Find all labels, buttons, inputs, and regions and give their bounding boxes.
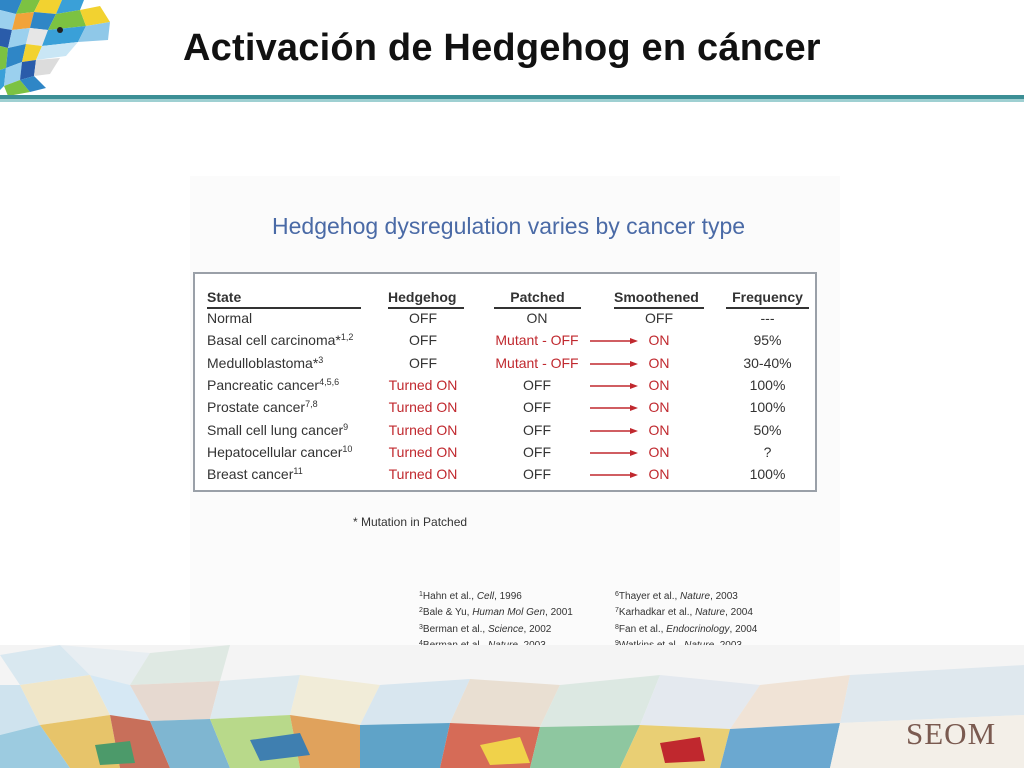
reference-item: 2Bale & Yu, Human Mol Gen, 2001 xyxy=(419,607,573,619)
footer-mosaic xyxy=(0,645,1024,768)
cell-smoothened: OFF xyxy=(645,310,673,326)
cell-smoothened: ON xyxy=(648,354,670,371)
title-rule xyxy=(0,95,1024,99)
cell-frequency: 100% xyxy=(749,376,786,393)
cell-patched: Mutant - OFF xyxy=(495,354,579,371)
cell-hedgehog: Turned ON xyxy=(388,443,458,460)
cell-patched: Mutant - OFF xyxy=(495,332,579,349)
reference-superscript: 4,5,6 xyxy=(319,376,340,387)
reference-superscript: 7,8 xyxy=(305,399,318,410)
column-header-hedgehog: Hedgehog xyxy=(388,289,464,309)
reference-superscript: 11 xyxy=(293,466,303,477)
cell-state-label: Hepatocellular cancer xyxy=(207,443,343,460)
cell-smoothened: ON xyxy=(648,466,670,483)
column-header-frequency: Frequency xyxy=(726,289,809,309)
cell-frequency: ? xyxy=(763,443,772,460)
cell-hedgehog: Turned ON xyxy=(388,421,458,438)
cell-smoothened: ON xyxy=(648,376,670,393)
arrow-right-icon xyxy=(590,427,638,434)
cell-state: Small cell lung cancer9 xyxy=(207,422,348,438)
cell-state-label: Basal cell carcinoma* xyxy=(207,332,341,349)
column-header-smoothened: Smoothened xyxy=(614,289,704,309)
cell-state: Pancreatic cancer4,5,6 xyxy=(207,377,339,393)
cell-frequency: 30-40% xyxy=(743,354,792,371)
reference-superscript: 3 xyxy=(318,354,324,365)
cell-hedgehog: OFF xyxy=(409,310,437,326)
cell-state: Breast cancer11 xyxy=(207,466,303,482)
reference-item: 6Thayer et al., Nature, 2003 xyxy=(615,591,738,602)
cell-state-label: Prostate cancer xyxy=(207,399,306,416)
cell-frequency: 100% xyxy=(749,466,786,483)
cell-state-label: Small cell lung cancer xyxy=(207,421,344,438)
cell-patched: OFF xyxy=(523,376,551,393)
arrow-right-icon xyxy=(590,405,638,412)
footnote: * Mutation in Patched xyxy=(353,515,468,529)
reference-item: 7Karhadkar et al., Nature, 2004 xyxy=(615,607,753,619)
cell-state-label: Pancreatic cancer xyxy=(207,376,320,393)
arrow-right-icon xyxy=(590,472,638,479)
data-table: State Hedgehog Patched Smoothened Freque… xyxy=(193,272,817,492)
reference-item: 1Hahn et al., Cell, 1996 xyxy=(419,591,522,602)
cell-patched: ON xyxy=(526,310,548,326)
reference-superscript: 10 xyxy=(342,443,353,454)
arrow-right-icon xyxy=(590,449,638,456)
cell-hedgehog: Turned ON xyxy=(388,466,458,483)
arrow-right-icon xyxy=(590,338,638,345)
cell-hedgehog: OFF xyxy=(409,332,437,349)
cell-smoothened: ON xyxy=(648,443,670,460)
cell-patched: OFF xyxy=(523,421,551,438)
reference-item: 3Berman et al., Science, 2002 xyxy=(419,623,552,635)
reference-superscript: 1,2 xyxy=(340,332,354,343)
cell-hedgehog: OFF xyxy=(409,354,437,371)
cell-smoothened: ON xyxy=(648,332,670,349)
cell-frequency: --- xyxy=(760,310,775,326)
cell-frequency: 95% xyxy=(753,332,782,349)
arrow-right-icon xyxy=(590,382,638,389)
brand-logo: SEOM xyxy=(906,716,997,751)
embedded-figure: Hedgehog dysregulation varies by cancer … xyxy=(190,176,840,668)
cell-frequency: 100% xyxy=(749,399,786,416)
cell-patched: OFF xyxy=(523,399,551,416)
reference-item: 8Fan et al., Endocrinology, 2004 xyxy=(615,623,758,635)
cell-state: Medulloblastoma*3 xyxy=(207,355,323,371)
figure-title: Hedgehog dysregulation varies by cancer … xyxy=(272,213,746,239)
arrow-right-icon xyxy=(590,360,638,367)
cell-smoothened: ON xyxy=(648,399,670,416)
cell-frequency: 50% xyxy=(753,421,782,438)
slide-title: Activación de Hedgehog en cáncer xyxy=(183,27,821,69)
logo-mosaic xyxy=(0,0,118,96)
cell-state: Basal cell carcinoma*1,2 xyxy=(207,332,353,348)
title-rule-accent xyxy=(0,99,1024,102)
cell-state-label: Medulloblastoma* xyxy=(207,354,319,371)
cell-hedgehog: Turned ON xyxy=(388,376,458,393)
cell-patched: OFF xyxy=(523,443,551,460)
cell-state: Prostate cancer7,8 xyxy=(207,399,318,415)
column-header-patched: Patched xyxy=(494,289,581,309)
cell-state-label: Breast cancer xyxy=(207,466,294,483)
cell-smoothened: ON xyxy=(648,421,670,438)
cell-hedgehog: Turned ON xyxy=(388,399,458,416)
cell-patched: OFF xyxy=(523,466,551,483)
cell-state: Normal xyxy=(207,310,252,326)
cell-state-label: Normal xyxy=(207,310,253,326)
reference-superscript: 9 xyxy=(343,421,349,432)
cell-state: Hepatocellular cancer10 xyxy=(207,444,352,460)
column-header-state: State xyxy=(207,289,361,309)
